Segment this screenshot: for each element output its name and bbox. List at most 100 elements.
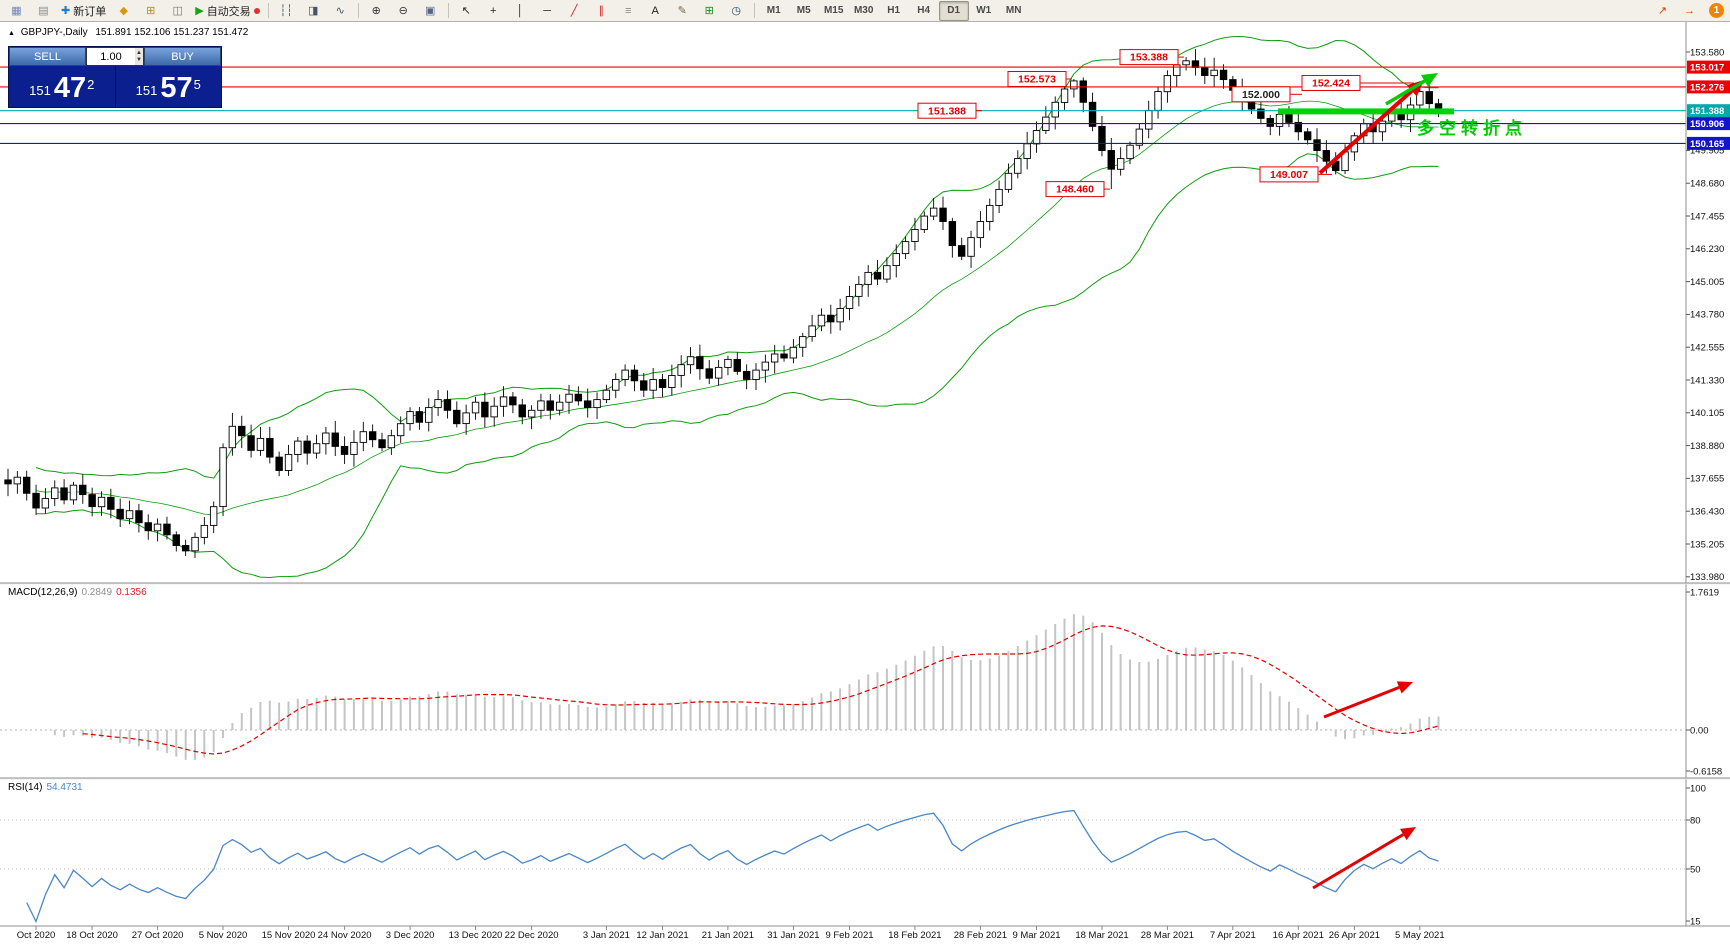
fibonacci-icon[interactable]: ≡ — [624, 4, 632, 17]
timeframe-m30[interactable]: M30 — [853, 5, 874, 16]
arrow-label-icon[interactable]: ✎ — [677, 5, 687, 17]
svg-text:152.573: 152.573 — [1018, 74, 1056, 86]
svg-text:21 Jan 2021: 21 Jan 2021 — [702, 930, 754, 941]
svg-text:22 Dec 2020: 22 Dec 2020 — [505, 930, 559, 941]
svg-text:-0.6158: -0.6158 — [1690, 766, 1722, 777]
profiles-icon[interactable]: ▤ — [38, 5, 49, 17]
tile-windows-icon[interactable]: ▣ — [424, 5, 436, 17]
svg-text:28 Feb 2021: 28 Feb 2021 — [954, 930, 1007, 941]
ask-price[interactable]: 151 57 5 — [115, 66, 221, 107]
svg-text:150.906: 150.906 — [1690, 119, 1724, 130]
notification-badge[interactable]: 1 — [1709, 3, 1724, 18]
volume-up-icon[interactable]: ▲ — [136, 49, 142, 56]
sell-button[interactable]: SELL — [9, 47, 86, 66]
svg-text:16 Apr 2021: 16 Apr 2021 — [1273, 930, 1324, 941]
svg-text:148.460: 148.460 — [1056, 184, 1094, 196]
svg-text:149.007: 149.007 — [1270, 169, 1308, 181]
volume-down-icon[interactable]: ▼ — [136, 56, 142, 63]
macd-histogram — [0, 614, 1686, 760]
cursor-icon[interactable]: ↖ — [461, 5, 471, 17]
timeframe-m5[interactable]: M5 — [796, 5, 811, 16]
svg-text:143.780: 143.780 — [1690, 310, 1724, 321]
autotrading-button[interactable]: ▶ 自动交易 — [191, 1, 263, 21]
price-axis[interactable]: 153.580 149.905 148.680 147.455 146.230 145.0… — [1685, 22, 1730, 927]
svg-text:151.388: 151.388 — [928, 105, 966, 117]
svg-text:7 Apr 2021: 7 Apr 2021 — [1210, 930, 1256, 941]
svg-text:50: 50 — [1690, 864, 1701, 875]
svg-text:135.205: 135.205 — [1690, 539, 1724, 550]
candlestick-chart-icon[interactable]: ◨ — [307, 5, 319, 17]
svg-text:140.105: 140.105 — [1690, 408, 1724, 419]
svg-text:150.165: 150.165 — [1690, 139, 1725, 150]
bull-bear-turning-point-label: 多空转折点 — [1417, 118, 1527, 138]
svg-text:5 Nov 2020: 5 Nov 2020 — [199, 930, 248, 941]
trend-arrow — [1312, 827, 1416, 890]
symbol-ohlc-label: ▲ GBPJPY-,Daily 151.891 152.106 151.237 … — [8, 27, 248, 38]
svg-text:149.905: 149.905 — [1690, 146, 1724, 157]
trendline-icon[interactable]: ╱ — [570, 5, 578, 17]
svg-text:31 Jan 2021: 31 Jan 2021 — [767, 930, 819, 941]
text-icon[interactable]: A — [651, 4, 659, 17]
crosshair-icon[interactable]: + — [489, 4, 497, 17]
timeframe-mn[interactable]: MN — [1005, 5, 1022, 16]
volume-box: ▲ ▼ — [86, 47, 144, 66]
symbol-marker-icon: ▲ — [8, 30, 15, 37]
svg-text:152.424: 152.424 — [1312, 78, 1350, 90]
channel-icon[interactable]: ∥ — [598, 5, 604, 17]
ask-integer: 151 — [135, 83, 158, 98]
bid-point: 2 — [87, 77, 95, 92]
data-window-icon[interactable]: ⊞ — [146, 5, 156, 17]
green-support-line — [1278, 108, 1454, 115]
zoom-in-icon[interactable]: ⊕ — [371, 5, 381, 17]
indicators-add-icon[interactable]: ⊞ — [704, 5, 714, 17]
bid-integer: 151 — [29, 83, 51, 98]
trend-arrow — [1385, 73, 1438, 106]
svg-text:133.980: 133.980 — [1690, 572, 1724, 583]
svg-text:24 Nov 2020: 24 Nov 2020 — [318, 930, 372, 941]
ohlc-values: 151.891 152.106 151.237 151.472 — [95, 27, 249, 38]
autotrading-status-dot — [253, 7, 260, 14]
timeframe-m15[interactable]: M15 — [823, 5, 844, 16]
horizontal-line-icon[interactable]: ─ — [543, 4, 552, 17]
macd-indicator-label: MACD(12,26,9) 0.2849 0.1356 — [8, 587, 147, 598]
volume-input[interactable] — [87, 48, 135, 65]
svg-text:26 Apr 2021: 26 Apr 2021 — [1329, 930, 1380, 941]
new-order-button[interactable]: ✚ 新订单 — [61, 5, 107, 18]
svg-text:136.430: 136.430 — [1690, 507, 1724, 518]
time-axis[interactable]: Oct 2020 18 Oct 2020 27 Oct 2020 5 Nov 2020… — [0, 925, 1730, 941]
svg-text:9 Mar 2021: 9 Mar 2021 — [1012, 930, 1060, 941]
buy-button[interactable]: BUY — [144, 47, 221, 66]
charts-grid-icon[interactable]: ▦ — [11, 5, 22, 17]
svg-text:153.388: 153.388 — [1130, 52, 1168, 64]
terminal-icon[interactable]: ◫ — [172, 5, 183, 17]
timeframe-d1[interactable]: D1 — [938, 0, 969, 21]
svg-text:15: 15 — [1690, 916, 1701, 927]
svg-text:141.330: 141.330 — [1690, 375, 1724, 386]
svg-text:1.7619: 1.7619 — [1690, 587, 1719, 598]
vertical-line-icon[interactable]: │ — [516, 4, 524, 17]
timeframe-h4[interactable]: H4 — [917, 5, 931, 16]
line-chart-icon[interactable]: ∿ — [335, 5, 345, 17]
toolbar-separator — [267, 3, 269, 18]
svg-text:153.580: 153.580 — [1690, 47, 1724, 58]
chart-scroll-icon[interactable]: ↗ — [1657, 5, 1668, 17]
svg-text:145.005: 145.005 — [1690, 277, 1724, 288]
svg-text:152.276: 152.276 — [1690, 82, 1724, 93]
main-toolbar: ▦ ▤ ✚ 新订单 ◆ ⊞ ◫ ▶ 自动交易 ┆┆ ◨ ∿ ⊕ ⊖ ▣ ↖ + │ ─ ╱ ∥ ≡ A ✎ ⊞ ◷ M1 M5 M15 M… — [0, 0, 1730, 22]
timeframe-m1[interactable]: M1 — [766, 5, 781, 16]
svg-text:142.555: 142.555 — [1690, 343, 1724, 354]
candles-layer — [4, 49, 1443, 558]
svg-text:15 Nov 2020: 15 Nov 2020 — [262, 930, 316, 941]
period-clock-icon[interactable]: ◷ — [731, 5, 741, 17]
timeframe-w1[interactable]: W1 — [976, 5, 992, 16]
bid-price[interactable]: 151 47 2 — [9, 66, 116, 107]
svg-text:18 Feb 2021: 18 Feb 2021 — [888, 930, 941, 941]
zoom-out-icon[interactable]: ⊖ — [398, 5, 408, 17]
svg-text:18 Oct 2020: 18 Oct 2020 — [66, 930, 118, 941]
bar-chart-icon[interactable]: ┆┆ — [279, 5, 293, 17]
svg-text:146.230: 146.230 — [1690, 244, 1724, 255]
market-watch-icon[interactable]: ◆ — [119, 5, 128, 17]
timeframe-h1[interactable]: H1 — [887, 5, 901, 16]
chart-shift-icon[interactable]: → — [1684, 4, 1695, 17]
